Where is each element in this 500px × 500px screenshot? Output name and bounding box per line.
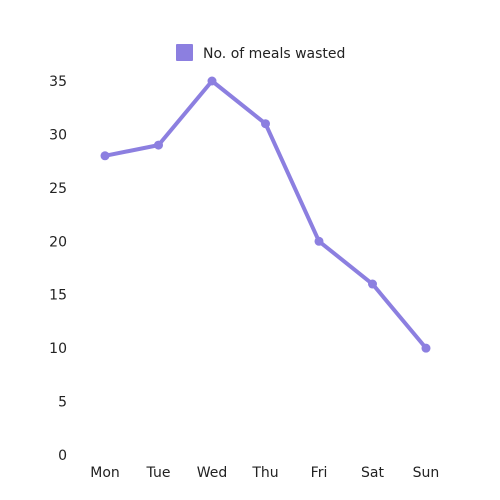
y-axis-ticks: 0 5 10 15 20 25 30 35: [49, 74, 67, 464]
x-axis-ticks: Mon Tue Wed Thu Fri Sat Sun: [90, 465, 439, 481]
data-point: [100, 151, 110, 161]
y-tick-label: 10: [49, 341, 67, 357]
y-tick-label: 25: [49, 181, 67, 197]
legend-swatch: [176, 44, 193, 61]
data-point: [368, 279, 377, 289]
y-tick-label: 30: [49, 127, 67, 143]
data-point: [154, 140, 163, 150]
plot-area: [100, 76, 431, 353]
x-tick-label: Mon: [90, 465, 120, 481]
data-point: [421, 343, 431, 353]
x-tick-label: Thu: [251, 465, 278, 481]
y-tick-label: 5: [58, 395, 67, 411]
y-tick-label: 15: [49, 288, 67, 304]
x-tick-label: Wed: [197, 465, 228, 481]
data-point: [261, 119, 270, 129]
x-tick-label: Sat: [361, 465, 384, 481]
data-point: [314, 236, 324, 246]
legend-label: No. of meals wasted: [203, 46, 345, 62]
x-tick-label: Sun: [413, 465, 440, 481]
y-tick-label: 35: [49, 74, 67, 90]
x-tick-label: Fri: [311, 465, 328, 481]
data-point: [207, 76, 217, 86]
y-tick-label: 20: [49, 234, 67, 250]
legend: No. of meals wasted: [176, 44, 345, 62]
y-tick-label: 0: [58, 448, 67, 464]
x-tick-label: Tue: [146, 465, 171, 481]
